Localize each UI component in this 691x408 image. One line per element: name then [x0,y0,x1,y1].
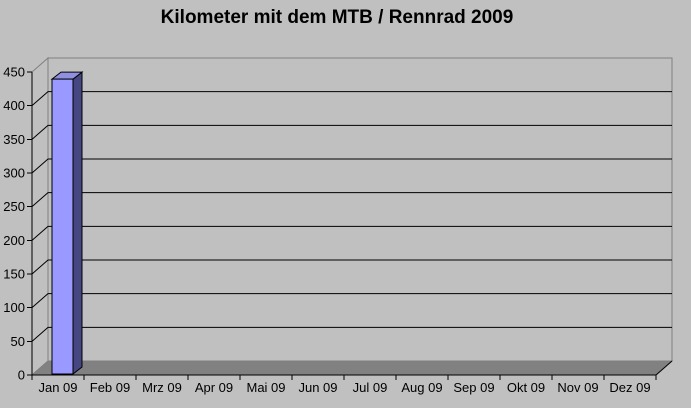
x-tick-label: Dez 09 [609,380,650,395]
bar-jan-09 [50,71,84,376]
x-tick-label: Feb 09 [90,380,130,395]
y-tick-label: 400 [3,98,25,113]
bar-side-face [72,71,83,376]
y-tick-label: 350 [3,132,25,147]
x-tick-label: Mrz 09 [142,380,182,395]
bar-front-face [51,78,74,375]
gridline [31,158,672,174]
y-tick-label: 250 [3,199,25,214]
gridline [31,91,672,107]
x-tick-label: Apr 09 [195,380,233,395]
y-tick-label: 450 [3,65,25,80]
gridline [31,259,672,275]
back-wall [47,57,673,362]
gridline [31,225,672,241]
y-tick-label: 200 [3,233,25,248]
x-axis-depth-edge [655,360,673,376]
floor [30,360,674,376]
y-tick-label: 0 [18,368,25,383]
gridline [31,124,672,140]
x-tick-label: Sep 09 [453,380,494,395]
gridline [31,192,672,208]
y-tick-label: 100 [3,300,25,315]
gridline [31,293,672,309]
x-tick-label: Mai 09 [246,380,285,395]
y-tick-label: 300 [3,166,25,181]
gridline [31,326,672,342]
x-tick-label: Okt 09 [507,380,545,395]
x-tick-label: Jul 09 [353,380,388,395]
x-tick-label: Nov 09 [557,380,598,395]
y-tick-label: 150 [3,267,25,282]
chart-title: Kilometer mit dem MTB / Rennrad 2009 [160,7,514,28]
x-tick-label: Jun 09 [298,380,337,395]
x-tick-label: Aug 09 [401,380,442,395]
left-wall [31,56,49,377]
x-tick-label: Jan 09 [38,380,77,395]
y-tick-label: 50 [11,334,25,349]
